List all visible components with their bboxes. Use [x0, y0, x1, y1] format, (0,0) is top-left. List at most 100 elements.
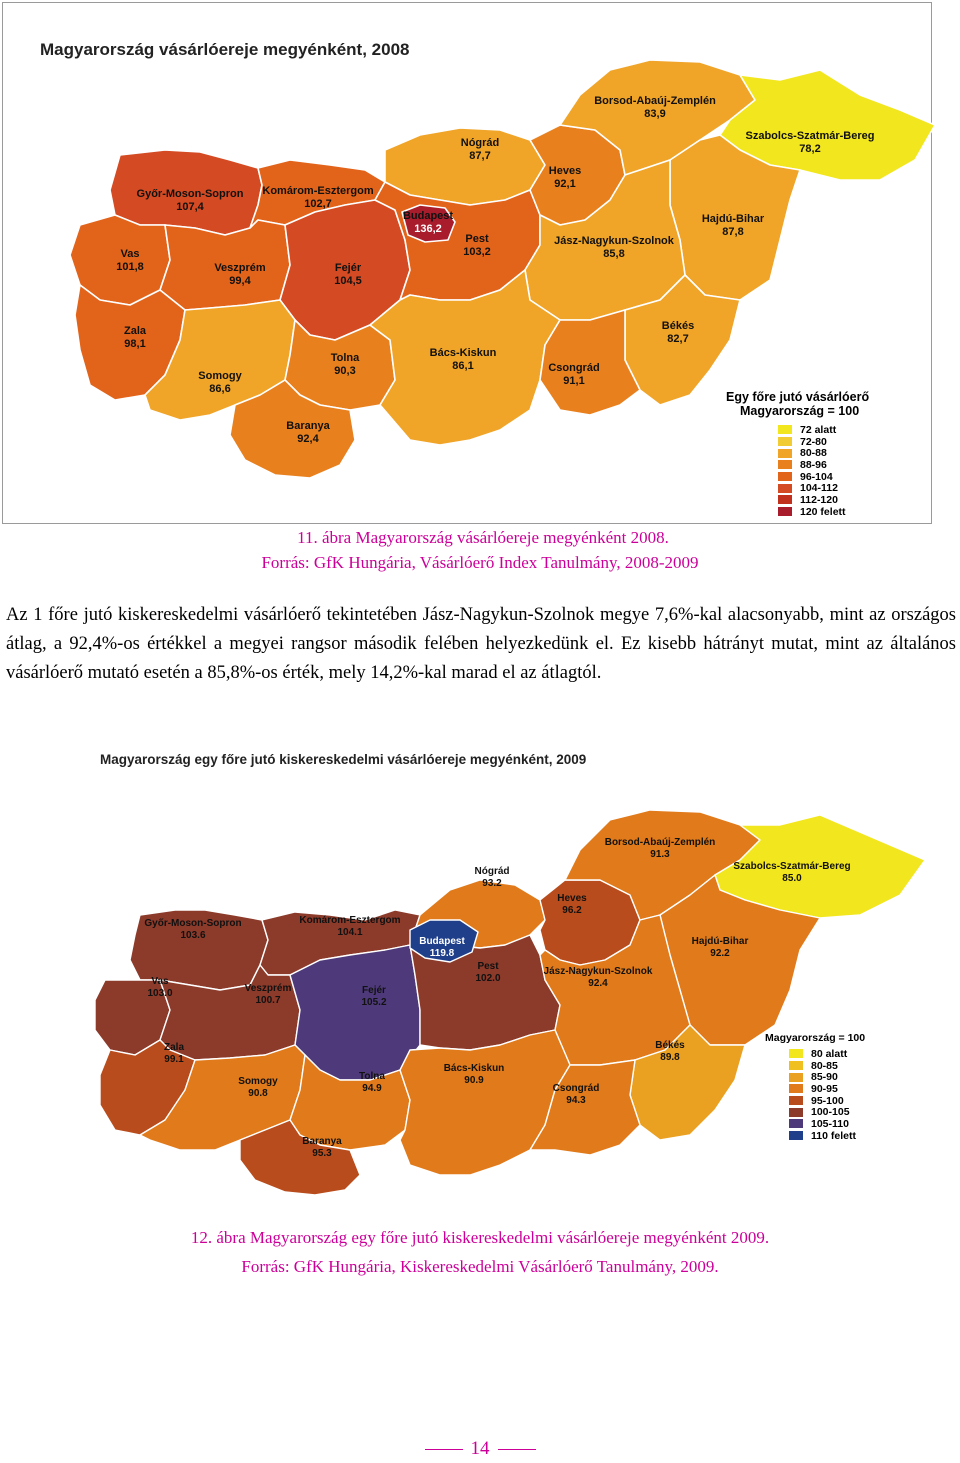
label-veszprem-2009: Veszprém 100.7	[244, 983, 292, 1006]
label-tolna-2008: Tolna 90,3	[330, 352, 360, 377]
county2-budapest	[409, 919, 479, 963]
map-2009	[94, 809, 926, 1196]
footer-rule-left	[424, 1449, 463, 1451]
map-2008-legend-label: 72 alatt	[800, 423, 837, 436]
label-vas-2008: Vas 101,8	[116, 248, 144, 273]
map-2009-legend-label: 90-95	[811, 1082, 838, 1095]
map-2009-legend-item: 90-95	[789, 1083, 865, 1095]
map-2008-legend-swatch	[778, 507, 792, 517]
legend-title-1: Egy főre jutó vásárlóerő	[726, 390, 870, 404]
map-2008-legend-swatch	[778, 448, 792, 458]
label-zala-2009: Zala 99.1	[163, 1042, 185, 1065]
map-2008-legend-swatch	[778, 483, 792, 493]
label-somogy-2008: Somogy 86,6	[198, 370, 242, 395]
map-2009-legend-label: 80-85	[811, 1059, 838, 1072]
footer-rule-right	[497, 1449, 536, 1451]
map-2009-legend-item: 80-85	[789, 1060, 865, 1072]
label-bacs-2009: Bács-Kiskun 90.9	[443, 1063, 505, 1086]
map-2009-legend-item: 95-100	[789, 1095, 865, 1107]
map-2008	[69, 59, 936, 479]
label-fejer-2009: Fejér 105.2	[361, 985, 387, 1008]
map-2009-legend-item: 110 felett	[789, 1130, 865, 1142]
label-szabolcs-2009: Szabolcs-Szatmár-Bereg 85.0	[733, 861, 851, 884]
map-2008-legend-swatch	[778, 425, 792, 435]
map-2009-legend-swatch	[789, 1131, 803, 1141]
county-csongrad	[539, 309, 641, 416]
label-pest-2009: Pest 102.0	[475, 961, 501, 984]
label-csongrad-2008: Csongrád 91,1	[548, 362, 600, 387]
label-vas-2009: Vas 103.0	[147, 976, 173, 999]
map-2009-legend-swatch	[789, 1096, 803, 1106]
map-2008-legend-swatch	[778, 437, 792, 447]
map-2009-legend-item: 85-90	[789, 1071, 865, 1083]
map-2008-legend-label: 80-88	[800, 447, 827, 460]
map-2008-legend-label: 96-104	[800, 470, 833, 483]
map-2008-legend-item: 88-96	[778, 459, 869, 471]
label-gyor-2008: Győr-Moson-Sopron 107,4	[136, 188, 244, 213]
map-2008-legend-label: 104-112	[800, 482, 838, 495]
label-csongrad-2009: Csongrád 94.3	[552, 1083, 600, 1106]
label-gyor-2009: Győr-Moson-Sopron 103.6	[144, 918, 242, 941]
map-2009-legend-label: 105-110	[811, 1117, 849, 1130]
map-2008-title: Magyarország vásárlóereje megyénként, 20…	[40, 40, 410, 59]
figure-11-caption: 11. ábra Magyarország vásárlóereje megyé…	[0, 528, 960, 573]
map-2008-legend-swatch	[778, 495, 792, 505]
label-tolna-2009: Tolna 94.9	[359, 1071, 385, 1094]
label-bekes-2009: Békés 89.8	[655, 1040, 685, 1063]
label-heves-2009: Heves 96.2	[557, 893, 587, 916]
map-2009-legend-label: 110 felett	[811, 1129, 856, 1142]
label-veszprem-2008: Veszprém 99,4	[214, 262, 266, 287]
map-2008-legend-swatch	[778, 472, 792, 482]
label-baranya-2008: Baranya 92,4	[286, 420, 330, 445]
map-2009-legend-item: 100-105	[789, 1106, 865, 1118]
map-2008-legend-item: 80-88	[778, 447, 869, 459]
county2-bacs	[399, 1029, 571, 1176]
label-komarom-2008: Komárom-Esztergom 102,7	[262, 185, 374, 210]
map-2009-legend-label: 80 alatt	[811, 1047, 848, 1060]
map-2008-legend-item: 120 felett	[778, 506, 869, 518]
county2-szabolcs	[714, 814, 926, 919]
map-2009-legend-label: 100-105	[811, 1106, 850, 1119]
map-2009-legend-item: 80 alatt	[789, 1048, 865, 1060]
figure-11-title: 11. ábra Magyarország vásárlóereje megyé…	[297, 528, 669, 547]
map-2009-legend-label: 95-100	[811, 1094, 844, 1107]
map-2008-legend-item: 96-104	[778, 471, 869, 483]
map-2008-legend-item: 72 alatt	[778, 424, 869, 436]
legend2-title: Magyarország = 100	[765, 1032, 866, 1044]
label-szabolcs-2008: Szabolcs-Szatmár-Bereg 78,2	[745, 130, 875, 155]
label-pest-2008: Pest 103,2	[463, 233, 491, 258]
map-2008-legend-label: 88-96	[800, 458, 827, 471]
map-2009-legend-swatch	[789, 1084, 803, 1094]
figure-12-source: Forrás: GfK Hungária, Kiskereskedelmi Vá…	[241, 1257, 719, 1276]
county-bacs-kiskun	[369, 269, 561, 446]
figure-11-source: Forrás: GfK Hungária, Vásárlóerő Index T…	[261, 553, 699, 572]
map-2008-legend-swatch	[778, 460, 792, 470]
county-budapest	[401, 204, 456, 243]
figure-12-caption: 12. ábra Magyarország egy főre jutó kisk…	[0, 1228, 960, 1277]
label-heves-2008: Heves 92,1	[548, 165, 582, 190]
map-2009-legend: Magyarország = 100 80 alatt 80-85 85-90 90-…	[765, 1032, 865, 1142]
county-szabolcs	[719, 69, 936, 181]
county-baranya	[229, 379, 356, 479]
label-borsod-2009: Borsod-Abaúj-Zemplén 91.3	[604, 837, 716, 860]
label-hajdu-2008: Hajdú-Bihar 87,8	[701, 213, 765, 238]
page-footer: 14	[0, 1438, 960, 1460]
map-2009-legend-label: 85-90	[811, 1071, 838, 1084]
label-budapest-2009: Budapest 119.8	[419, 936, 465, 959]
map-2009-legend-item: 105-110	[789, 1118, 865, 1130]
county2-csongrad	[529, 1059, 641, 1156]
label-fejer-2008: Fejér 104,5	[334, 262, 362, 287]
map-2009-legend-swatch	[789, 1119, 803, 1129]
label-zala-2008: Zala 98,1	[123, 325, 147, 350]
label-somogy-2009: Somogy 90.8	[238, 1076, 278, 1099]
map-2008-legend-label: 120 felett	[800, 505, 846, 518]
label-hajdu-2009: Hajdú-Bihar 92.2	[691, 936, 749, 959]
label-komarom-2009: Komárom-Esztergom 104.1	[299, 915, 401, 938]
map-2008-legend-label: 72-80	[800, 435, 827, 448]
map-2009-legend-swatch	[789, 1107, 803, 1117]
map-2009-legend-swatch	[789, 1049, 803, 1059]
label-baranya-2009: Baranya 95.3	[302, 1136, 342, 1159]
map-2009-legend-swatch	[789, 1072, 803, 1082]
label-budapest-2008: Budapest 136,2	[402, 210, 454, 235]
map-2008-legend: Egy főre jutó vásárlóerő Magyarország = …	[726, 390, 869, 518]
